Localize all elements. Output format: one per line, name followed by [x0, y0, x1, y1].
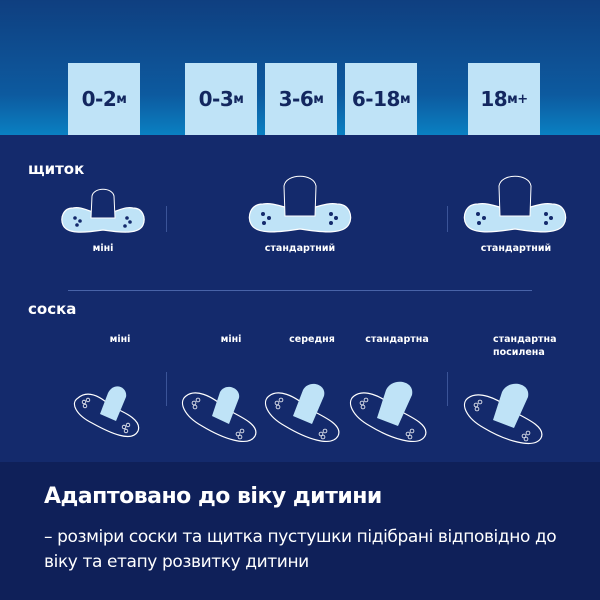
age-box-0-2m: 0-2 м [68, 63, 140, 135]
divider [166, 372, 167, 406]
shield-standard-icon [248, 175, 352, 233]
age-unit: м [116, 91, 127, 107]
teat-label: середня [289, 334, 335, 345]
shield-label: стандартний [480, 243, 552, 254]
age-value: 6-18 [351, 87, 401, 111]
age-box-6-18m: 6-18 м [345, 63, 417, 135]
section-divider [68, 290, 532, 291]
footer-description: – розміри соски та щитка пустушки підібр… [44, 527, 557, 572]
age-value: 18 [480, 87, 508, 111]
teat-standard-icon [349, 381, 427, 443]
age-value: 0-2 [81, 87, 117, 111]
footer-title: Адаптовано до віку дитини [44, 484, 382, 509]
teat-label: міні [109, 334, 131, 345]
age-value: 0-3 [198, 87, 234, 111]
shield-label: стандартний [264, 243, 336, 254]
age-box-18m-plus: 18 м+ [468, 63, 540, 135]
age-unit: м [399, 91, 411, 107]
age-unit: м [313, 91, 324, 107]
teat-mini-icon [73, 386, 140, 437]
age-unit: м+ [507, 91, 528, 107]
shield-section-title: щиток [28, 160, 85, 178]
divider [166, 206, 167, 232]
teat-section-title: соска [28, 300, 77, 318]
footer-panel [0, 462, 600, 600]
divider [447, 206, 448, 232]
shield-standard-icon [463, 175, 567, 233]
teat-medium-icon [264, 383, 340, 443]
divider [447, 372, 448, 406]
age-box-0-3m: 0-3 м [185, 63, 257, 135]
teat-standard-reinforced-icon [463, 383, 543, 445]
age-value: 3-6 [278, 87, 314, 111]
teat-mini-icon [181, 386, 257, 443]
shield-mini-icon [61, 188, 145, 233]
teat-label: міні [220, 334, 242, 345]
age-box-3-6m: 3-6 м [265, 63, 337, 135]
teat-label: стандартна посилена [493, 334, 557, 358]
age-unit: м [233, 91, 244, 107]
teat-label: стандартна [365, 334, 429, 345]
shield-label: міні [92, 243, 114, 254]
